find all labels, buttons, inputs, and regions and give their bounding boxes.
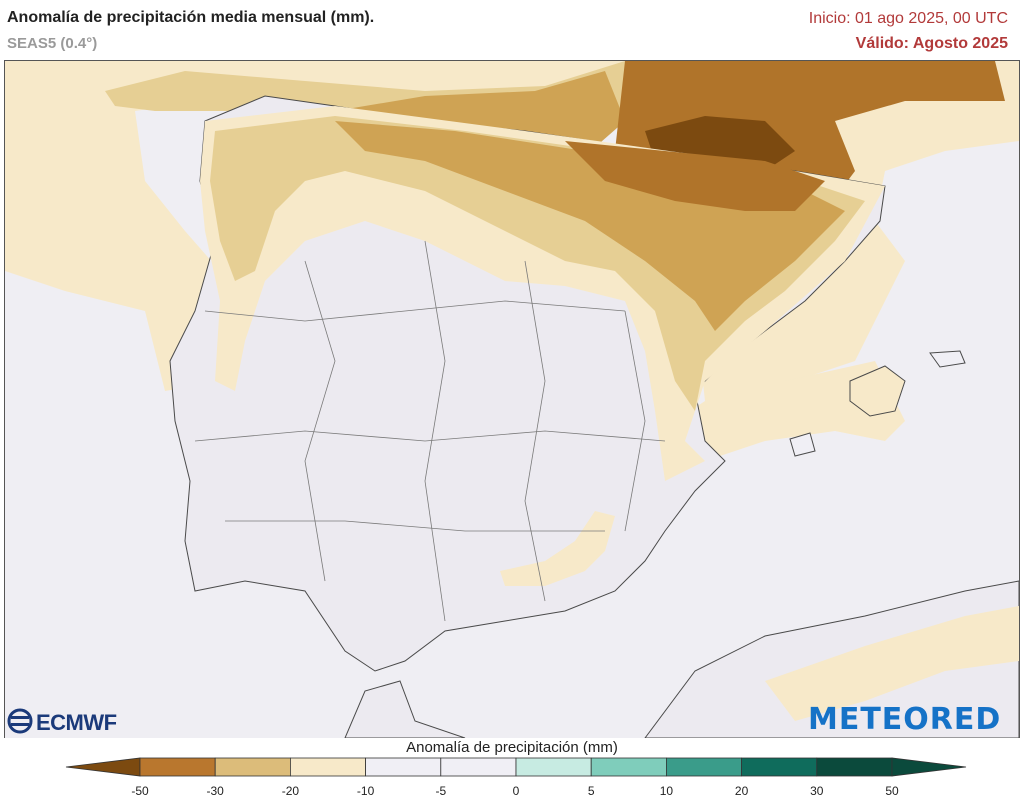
legend-segment [440, 757, 517, 777]
mallorca [849, 365, 906, 417]
legend-tick-label: -5 [435, 784, 447, 798]
anomaly-algeria [765, 606, 1019, 721]
precipitation-anomaly-map [4, 60, 1020, 739]
legend-tick-label: 20 [734, 784, 749, 798]
legend-arrow-high [891, 757, 967, 777]
north-africa [344, 680, 466, 738]
legend-segment [139, 757, 216, 777]
legend-segment [666, 757, 743, 777]
menorca [929, 350, 966, 368]
ecmwf-wordmark: ECMWF [36, 710, 117, 735]
legend-tick-label: -50 [131, 784, 149, 798]
map-canvas [5, 61, 1019, 738]
legend-segment [365, 757, 442, 777]
legend-tick-label: -10 [356, 784, 375, 798]
legend-segment [289, 757, 366, 777]
meteored-logo: METEORED [808, 702, 1002, 737]
map-title: Anomalía de precipitación media mensual … [7, 9, 375, 26]
legend-tick-label: -30 [206, 784, 224, 798]
legend-tick-label: 50 [885, 784, 899, 798]
legend-segment [590, 757, 667, 777]
init-time: Inicio: 01 ago 2025, 00 UTC [808, 10, 1008, 27]
legend-bar [65, 757, 967, 777]
anomaly-land-pyrenees [565, 141, 825, 211]
ibiza [789, 432, 816, 457]
valid-time: Válido: Agosto 2025 [855, 35, 1008, 52]
anomaly-zone-atlantic [5, 61, 625, 391]
legend-segment [741, 757, 818, 777]
legend-segment [515, 757, 592, 777]
legend-segment [816, 757, 893, 777]
admin-borders [194, 240, 666, 622]
color-legend: Anomalía de precipitación (mm) -50 -30 -20… [0, 738, 1024, 799]
legend-tick-label: -20 [281, 784, 300, 798]
anomaly-zone-mediterranean [675, 361, 905, 461]
legend-tick-label: 5 [587, 784, 595, 798]
legend-tick-label: 30 [810, 784, 824, 798]
anomaly-land-southeast [500, 511, 615, 586]
legend-segment [214, 757, 291, 777]
ecmwf-logo: ECMWF [4, 706, 142, 736]
ecmwf-icon [7, 708, 33, 734]
legend-arrow-low [65, 757, 141, 777]
model-subtitle: SEAS5 (0.4°) [7, 35, 98, 52]
legend-tick-label: 0 [512, 784, 520, 798]
legend-tick-label: 10 [659, 784, 674, 798]
header: Anomalía de precipitación media mensual … [0, 0, 1024, 60]
legend-title: Anomalía de precipitación (mm) [406, 739, 618, 756]
